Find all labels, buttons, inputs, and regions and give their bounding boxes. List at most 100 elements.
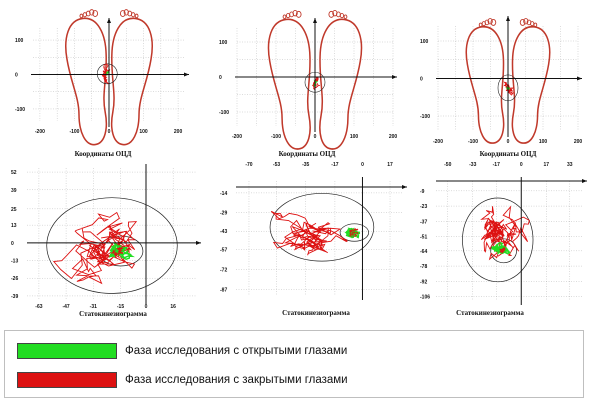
y-tick-label: -14 <box>220 191 227 197</box>
legend-swatch-green <box>17 343 117 359</box>
toe-outline <box>478 22 483 28</box>
open-eyes-trajectory <box>491 241 511 255</box>
statokinesiogram-2: -70 -53 -35 -17 0 17 -14 -29 -43 -57 -72 -87 Статок… <box>220 162 407 317</box>
x-tick-label: -100 <box>468 139 478 145</box>
open-eyes-ellipse <box>97 235 144 267</box>
x-tick-label: 17 <box>543 162 549 168</box>
x-tick-label: -53 <box>273 162 280 168</box>
tick-labels: -200 -100 0 100 200 100 0 -100 <box>420 39 582 145</box>
closed-eyes-trajectory <box>270 210 348 256</box>
legend-label-closed-eyes: Фаза исследования с закрытыми глазами <box>125 374 348 386</box>
chart-title: Статокинезиограмма <box>456 309 524 317</box>
x-tick-label: -17 <box>331 162 338 168</box>
x-tick-label: -200 <box>232 134 242 140</box>
x-tick-label: -15 <box>117 304 124 310</box>
y-tick-label: 0 <box>15 73 18 79</box>
toe-outline <box>285 13 291 19</box>
y-tick-label: -29 <box>220 211 227 217</box>
toe-outline <box>339 13 345 19</box>
tick-labels: -63 -47 -31 -15 0 16 52 39 25 13 0 -13 -26 -39 <box>11 170 176 310</box>
x-tick-label: 16 <box>170 304 176 310</box>
x-tick-label: -35 <box>302 162 309 168</box>
closed-eyes-trajectory <box>503 81 515 96</box>
x-tick-label: 0 <box>361 162 364 168</box>
x-tick-label: 33 <box>567 162 573 168</box>
y-tick-label: 52 <box>11 170 17 176</box>
toe-outline <box>92 10 99 17</box>
x-tick-label: 0 <box>314 134 317 140</box>
x-tick-label: -63 <box>35 304 42 310</box>
y-tick-label: -57 <box>220 248 227 254</box>
legend-item-closed-eyes: Фаза исследования с закрытыми глазами <box>17 371 348 389</box>
right-foot-outline <box>110 17 153 146</box>
x-tick-label: 100 <box>350 134 359 140</box>
y-tick-label: -100 <box>15 107 25 113</box>
y-tick-label: 100 <box>219 40 228 46</box>
x-tick-label: 0 <box>507 139 510 145</box>
y-tick-label: -100 <box>420 114 430 120</box>
closed-eyes-trajectory-core <box>499 246 506 254</box>
feet-outline <box>267 10 363 150</box>
x-tick-label: -31 <box>90 304 97 310</box>
y-tick-label: -51 <box>420 235 427 241</box>
legend-item-open-eyes: Фаза исследования с открытыми глазами <box>17 342 347 360</box>
axes <box>436 177 587 305</box>
tick-labels: -200 -100 0 100 200 100 0 -100 <box>219 40 397 140</box>
x-tick-label: 200 <box>574 139 583 145</box>
x-tick-label: 100 <box>139 129 148 135</box>
axes <box>436 16 582 137</box>
x-tick-label: -47 <box>62 304 69 310</box>
legend-swatch-red <box>17 372 117 388</box>
x-axis-arrow <box>196 240 201 245</box>
y-tick-label: -72 <box>220 268 227 274</box>
statokinesiogram-3: -50 -33 -17 0 17 33 -9 -23 -37 -51 -64 -78 -92 -106 С… <box>420 162 587 317</box>
open-eyes-ellipse <box>339 223 369 242</box>
toe-outline <box>119 10 126 17</box>
closed-eyes-trajectory <box>101 63 111 85</box>
grid <box>436 181 583 301</box>
foot-plot-1: -200 -100 0 100 200 100 0 -100 Координаты ОЦД <box>15 9 189 158</box>
y-tick-label: 13 <box>11 223 17 229</box>
toe-outline <box>519 18 526 26</box>
x-tick-label: -50 <box>444 162 451 168</box>
toe-outline <box>343 14 348 20</box>
axes <box>236 177 407 300</box>
axes <box>31 18 189 127</box>
chart-title: Статокинезиограмма <box>79 310 147 318</box>
x-axis-arrow <box>582 179 587 183</box>
y-tick-label: 25 <box>11 207 17 213</box>
tick-labels: -50 -33 -17 0 17 33 -9 -23 -37 -51 -64 -78 -92 -106 <box>420 162 573 301</box>
y-tick-label: -87 <box>220 287 227 293</box>
toe-outline <box>533 22 538 28</box>
y-tick-label: -64 <box>420 249 427 255</box>
chart-title: Координаты ОЦД <box>75 150 132 158</box>
confidence-ellipse <box>96 63 118 85</box>
y-tick-label: 100 <box>15 38 24 44</box>
y-tick-label: -100 <box>219 110 229 116</box>
toe-outline <box>82 12 87 18</box>
axes <box>27 164 201 304</box>
x-tick-label: 100 <box>539 139 548 145</box>
x-tick-label: -100 <box>271 134 281 140</box>
legend-label-open-eyes: Фаза исследования с открытыми глазами <box>125 345 348 357</box>
feet-outline <box>465 18 551 144</box>
left-foot-outline <box>65 17 108 146</box>
closed-eyes-trajectory-core <box>348 228 359 238</box>
legend: Фаза исследования с открытыми глазами Фа… <box>4 330 584 398</box>
y-tick-label: -106 <box>420 295 430 301</box>
x-tick-label: 0 <box>145 304 148 310</box>
y-tick-label: -23 <box>420 204 427 210</box>
ellipses <box>46 197 178 294</box>
right-foot-outline <box>319 18 363 150</box>
trajectory <box>480 205 530 261</box>
y-tick-label: 39 <box>11 188 17 194</box>
y-axis-arrow <box>107 18 111 23</box>
y-tick-label: -13 <box>11 259 18 265</box>
ellipses <box>462 197 534 283</box>
x-tick-label: 0 <box>520 162 523 168</box>
toe-outline <box>79 13 84 19</box>
closed-eyes-ellipse <box>46 197 178 294</box>
ellipses <box>269 193 375 262</box>
foot-plot-3: -200 -100 0 100 200 100 0 -100 Координаты ОЦД <box>420 16 582 158</box>
chart-title: Координаты ОЦД <box>480 150 537 158</box>
